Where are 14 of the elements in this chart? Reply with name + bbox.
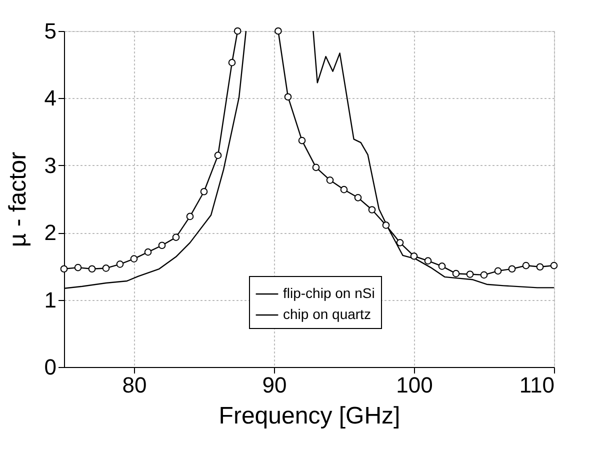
y-axis-title: µ - factor bbox=[4, 152, 32, 248]
y-tick-label: 5 bbox=[44, 18, 56, 44]
y-tick-label: 1 bbox=[44, 287, 56, 312]
y-tick-label: 0 bbox=[44, 354, 56, 380]
x-axis-title: Frequency [GHz] bbox=[218, 402, 400, 430]
legend-label: chip on quartz bbox=[283, 306, 371, 322]
x-tick-label: 100 bbox=[396, 372, 433, 398]
y-tick-label: 3 bbox=[44, 152, 56, 178]
y-tick-label: 4 bbox=[44, 86, 56, 111]
legend-label: flip-chip on nSi bbox=[283, 285, 375, 301]
y-tick-label: 2 bbox=[44, 220, 56, 246]
x-tick-label: 90 bbox=[262, 372, 287, 398]
x-tick-label: 110 bbox=[519, 372, 554, 398]
x-tick-label: 80 bbox=[122, 372, 147, 398]
